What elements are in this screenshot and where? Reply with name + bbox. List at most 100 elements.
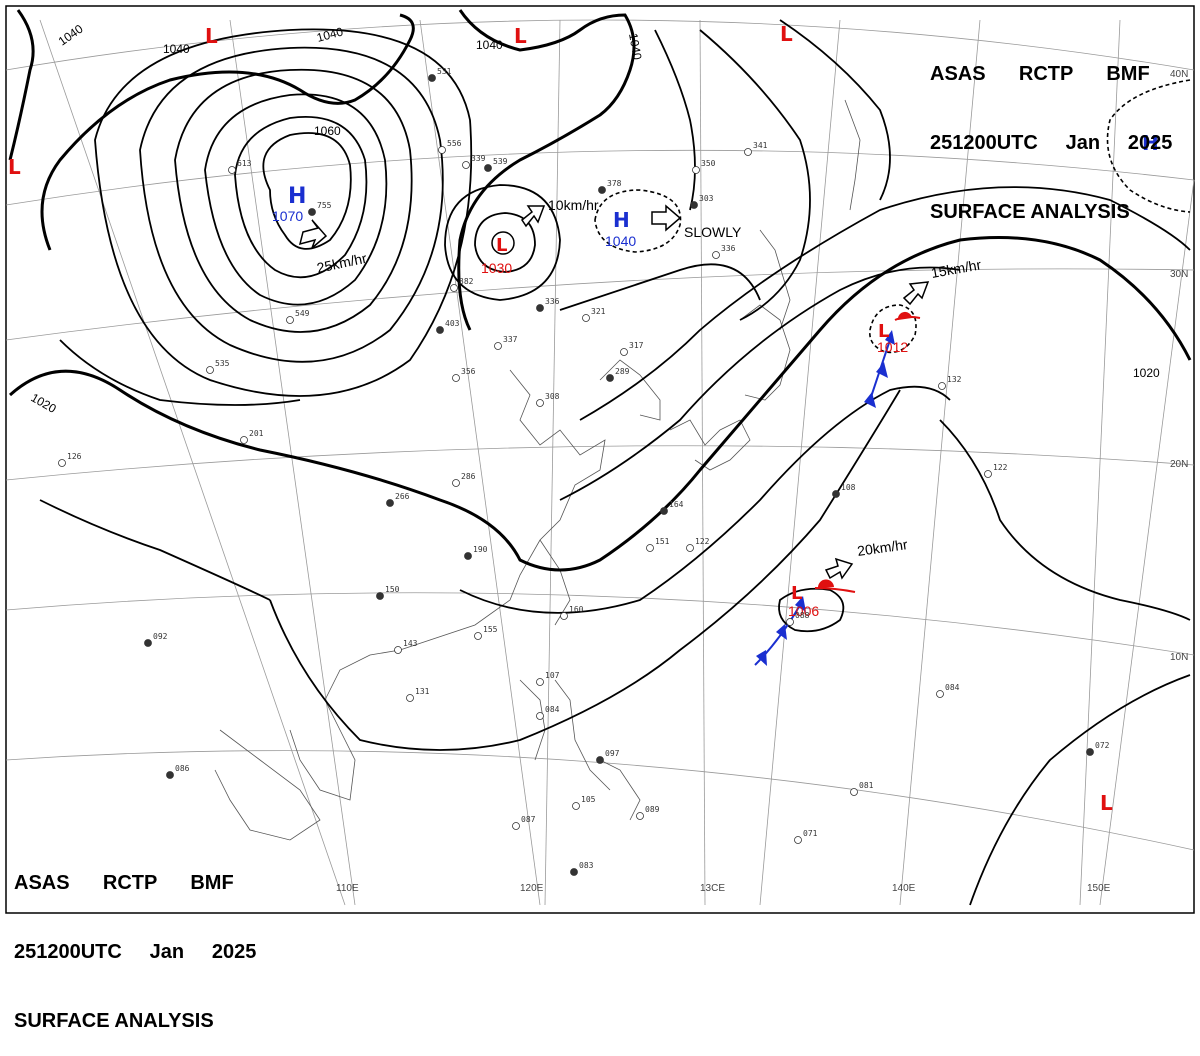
- station-pressure-value: 155: [483, 625, 498, 634]
- station-pressure-value: 755: [317, 201, 332, 210]
- station-marker: [452, 374, 460, 382]
- header-line-1: ASAS RCTP BMF: [930, 63, 1150, 85]
- station-marker: [406, 694, 414, 702]
- isobar-label: 1040: [626, 32, 644, 61]
- station-pressure-value: 531: [437, 67, 452, 76]
- cold-front-south: [754, 596, 806, 666]
- station-pressure-value: 356: [461, 367, 476, 376]
- isobars-heavy: [8, 9, 1192, 572]
- station-marker: [240, 436, 248, 444]
- high-symbol: H: [1142, 131, 1159, 155]
- high-center-value: 1040: [605, 233, 636, 249]
- station-marker: [166, 771, 174, 779]
- station-pressure-value: 086: [175, 764, 190, 773]
- station-marker: [436, 326, 444, 334]
- station-pressure-value: 201: [249, 429, 264, 438]
- cold-front-north: [864, 330, 895, 408]
- station-pressure-value: 151: [655, 537, 670, 546]
- station-marker: [536, 304, 544, 312]
- station-pressure-value: 549: [295, 309, 310, 318]
- latitude-label: 40N: [1170, 69, 1188, 80]
- station-pressure-value: 160: [569, 605, 584, 614]
- station-marker: [744, 148, 752, 156]
- station-pressure-value: 317: [629, 341, 644, 350]
- header-line-3: SURFACE ANALYSIS: [14, 1010, 214, 1032]
- station-marker: [536, 678, 544, 686]
- station-marker: [462, 161, 470, 169]
- station-marker: [692, 166, 700, 174]
- station-marker: [620, 348, 628, 356]
- low-center-value: 1012: [877, 339, 908, 355]
- chart-header-bottom-left: ASAS RCTP BMF 251200UTC Jan 2025 SURFACE…: [14, 826, 256, 1056]
- isobar-label: 1020: [1133, 366, 1160, 380]
- station-marker: [636, 812, 644, 820]
- station-marker: [474, 632, 482, 640]
- low-symbol: L: [8, 155, 21, 179]
- station-pressure-value: 382: [459, 277, 474, 286]
- station-marker: [786, 618, 794, 626]
- station-pressure-value: 072: [1095, 741, 1110, 750]
- header-line-2: 251200UTC Jan 2025: [14, 941, 257, 963]
- station-pressure-value: 378: [607, 179, 622, 188]
- station-pressure-value: 303: [699, 194, 714, 203]
- station-pressure-value: 164: [669, 500, 684, 509]
- station-marker: [286, 316, 294, 324]
- station-marker: [394, 646, 402, 654]
- station-marker: [570, 868, 578, 876]
- station-marker: [850, 788, 858, 796]
- station-pressure-value: 122: [993, 463, 1008, 472]
- station-pressure-value: 084: [545, 705, 560, 714]
- station-marker: [1086, 748, 1094, 756]
- movement-arrows: [298, 204, 930, 580]
- longitude-label: 120E: [520, 883, 544, 894]
- movement-label: 10km/hr: [548, 197, 599, 213]
- station-pressure-value: 084: [945, 683, 960, 692]
- station-pressure-value: 092: [153, 632, 168, 641]
- station-pressure-value: 105: [581, 795, 596, 804]
- station-pressure-value: 131: [415, 687, 430, 696]
- station-pressure-value: 097: [605, 749, 620, 758]
- graticule-labels: 110E 120E 13CE 140E 150E 40N 30N 20N 10N: [336, 69, 1188, 894]
- station-pressure-value: 539: [493, 157, 508, 166]
- station-marker: [484, 164, 492, 172]
- station-pressure-value: 613: [237, 159, 252, 168]
- station-pressure-value: 083: [579, 861, 594, 870]
- station-marker: [646, 544, 654, 552]
- latitude-label: 10N: [1170, 652, 1188, 663]
- chart-header-top-right: ASAS RCTP BMF 251200UTC Jan 2025 SURFACE…: [930, 17, 1172, 247]
- weather-map: H 1070 L 1030 H 1040 L 1012 L 1006 L L L…: [5, 5, 1195, 914]
- station-marker: [536, 712, 544, 720]
- low-center-symbol: L: [496, 235, 507, 256]
- isobars-dashed: [594, 79, 1191, 354]
- station-pressure-value: 535: [215, 359, 230, 368]
- coastlines: [214, 99, 861, 841]
- movement-label: SLOWLY: [684, 224, 742, 240]
- station-marker: [660, 507, 668, 515]
- longitude-label: 150E: [1087, 883, 1111, 894]
- station-pressure-value: 556: [447, 139, 462, 148]
- station-marker: [206, 366, 214, 374]
- station-marker: [832, 490, 840, 498]
- station-pressure-value: 088: [795, 611, 810, 620]
- station-pressure-value: 350: [701, 159, 716, 168]
- station-marker: [428, 74, 436, 82]
- high-center-symbol: H: [288, 184, 306, 209]
- station-marker: [438, 146, 446, 154]
- station-marker: [582, 314, 590, 322]
- station-marker: [464, 552, 472, 560]
- isobar-label: 1040: [315, 24, 345, 45]
- longitude-label: 140E: [892, 883, 916, 894]
- station-marker: [144, 639, 152, 647]
- latitude-label: 20N: [1170, 459, 1188, 470]
- station-marker: [494, 342, 502, 350]
- pressure-centers: H 1070 L 1030 H 1040 L 1012 L 1006 L L L…: [8, 22, 1159, 815]
- header-line-3: SURFACE ANALYSIS: [930, 201, 1130, 223]
- station-marker: [690, 201, 698, 209]
- station-marker: [794, 836, 802, 844]
- station-pressure-value: 150: [385, 585, 400, 594]
- station-marker: [606, 374, 614, 382]
- station-marker: [712, 251, 720, 259]
- station-pressure-value: 339: [471, 154, 486, 163]
- station-pressure-value: 190: [473, 545, 488, 554]
- station-pressure-value: 286: [461, 472, 476, 481]
